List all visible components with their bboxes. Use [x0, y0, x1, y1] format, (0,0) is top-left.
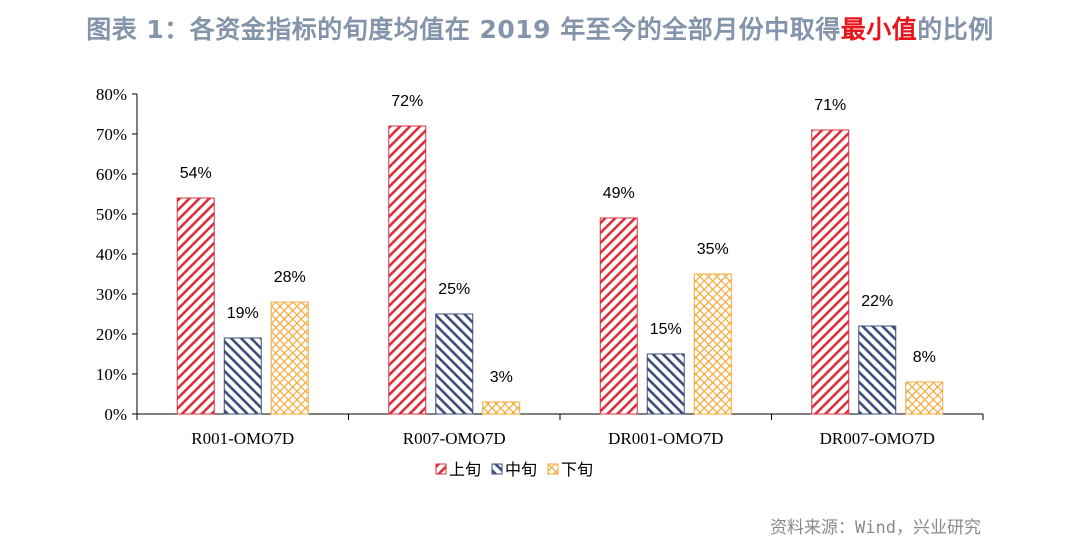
x-category-label: DR007-OMO7D — [820, 429, 935, 448]
bar-下旬 — [270, 301, 309, 415]
bar-下旬 — [482, 401, 521, 415]
title-suffix: 的比例 — [917, 15, 994, 44]
bar-中旬 — [223, 337, 262, 415]
y-tick-label: 40% — [96, 245, 127, 264]
bar-上旬 — [388, 125, 427, 415]
y-tick-label: 20% — [96, 325, 127, 344]
data-label: 19% — [227, 305, 259, 322]
y-tick-label: 60% — [96, 165, 127, 184]
bar-下旬 — [693, 273, 732, 415]
data-label: 35% — [697, 241, 729, 258]
data-label: 8% — [913, 349, 936, 366]
y-tick-label: 70% — [96, 125, 127, 144]
y-tick-label: 50% — [96, 205, 127, 224]
y-tick-label: 0% — [104, 405, 127, 424]
legend-swatch — [547, 463, 559, 475]
bar-中旬 — [646, 353, 685, 415]
data-label: 22% — [861, 293, 893, 310]
chart-title: 图表 1：各资金指标的旬度均值在 2019 年至今的全部月份中取得最小值的比例 — [0, 10, 1080, 46]
x-category-label: R007-OMO7D — [403, 429, 506, 448]
title-text: 图表 1：各资金指标的旬度均值在 2019 年至今的全部月份中取得 — [86, 15, 841, 44]
data-label: 25% — [438, 281, 470, 298]
legend-swatch — [435, 463, 447, 475]
data-label: 54% — [180, 165, 212, 182]
bar-上旬 — [176, 197, 215, 415]
legend-label: 中旬 — [505, 460, 537, 479]
bar-上旬 — [599, 217, 638, 415]
y-tick-label: 10% — [96, 365, 127, 384]
bar-上旬 — [811, 129, 850, 415]
bar-中旬 — [435, 313, 474, 415]
x-category-label: R001-OMO7D — [191, 429, 294, 448]
bar-中旬 — [858, 325, 897, 415]
legend-label: 上旬 — [449, 460, 481, 479]
data-label: 3% — [490, 369, 513, 386]
data-label: 15% — [650, 321, 682, 338]
data-label: 71% — [814, 97, 846, 114]
legend-label: 下旬 — [561, 460, 593, 479]
y-tick-label: 30% — [96, 285, 127, 304]
source-note: 资料来源：Wind，兴业研究 — [770, 518, 981, 538]
data-label: 28% — [274, 269, 306, 286]
data-label: 72% — [391, 93, 423, 110]
y-tick-label: 80% — [96, 85, 127, 104]
legend-swatch — [491, 463, 503, 475]
x-category-label: DR001-OMO7D — [608, 429, 723, 448]
title-highlight: 最小值 — [840, 15, 918, 44]
data-label: 49% — [603, 185, 635, 202]
bar-下旬 — [905, 381, 944, 415]
